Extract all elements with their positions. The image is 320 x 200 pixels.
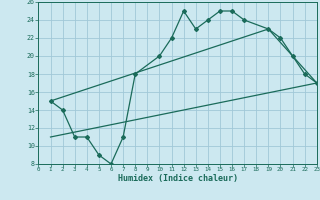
X-axis label: Humidex (Indice chaleur): Humidex (Indice chaleur): [118, 174, 238, 183]
